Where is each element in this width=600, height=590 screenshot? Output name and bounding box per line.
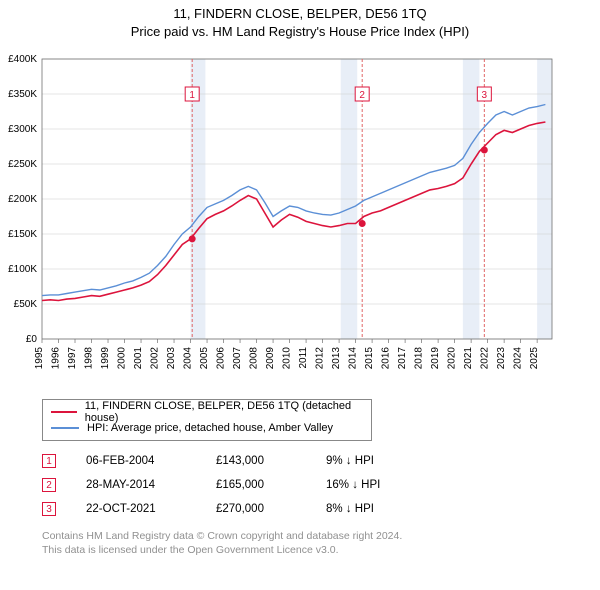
chart-titles: 11, FINDERN CLOSE, BELPER, DE56 1TQ Pric… — [0, 0, 600, 43]
svg-text:2011: 2011 — [298, 347, 309, 369]
svg-text:£300K: £300K — [8, 124, 37, 135]
svg-text:£200K: £200K — [8, 194, 37, 205]
svg-text:2014: 2014 — [348, 347, 359, 370]
sale-marker-icon: 3 — [42, 502, 56, 516]
svg-text:2002: 2002 — [150, 347, 161, 370]
sale-price: £143,000 — [216, 455, 326, 467]
legend-label: HPI: Average price, detached house, Ambe… — [87, 422, 333, 434]
svg-text:2000: 2000 — [117, 347, 128, 370]
svg-text:2021: 2021 — [463, 347, 474, 370]
svg-text:2016: 2016 — [381, 347, 392, 370]
sale-date: 22-OCT-2021 — [86, 503, 216, 515]
sale-marker-icon: 2 — [42, 478, 56, 492]
svg-text:1: 1 — [189, 90, 195, 101]
sale-price: £270,000 — [216, 503, 326, 515]
footer-line: This data is licensed under the Open Gov… — [42, 543, 600, 557]
svg-text:£50K: £50K — [14, 299, 38, 310]
svg-text:2025: 2025 — [529, 347, 540, 370]
sale-row: 2 28-MAY-2014 £165,000 16% ↓ HPI — [42, 473, 600, 497]
title-subtitle: Price paid vs. HM Land Registry's House … — [0, 24, 600, 39]
svg-text:2007: 2007 — [232, 347, 243, 370]
svg-text:2010: 2010 — [282, 347, 293, 370]
svg-text:2018: 2018 — [414, 347, 425, 370]
svg-text:2001: 2001 — [133, 347, 144, 370]
svg-text:1999: 1999 — [100, 347, 111, 370]
svg-text:1997: 1997 — [67, 347, 78, 370]
svg-text:1996: 1996 — [51, 347, 62, 370]
sales-table: 1 06-FEB-2004 £143,000 9% ↓ HPI 2 28-MAY… — [42, 449, 600, 521]
svg-text:3: 3 — [482, 90, 488, 101]
svg-text:2009: 2009 — [265, 347, 276, 370]
legend-swatch-hpi — [51, 427, 79, 429]
svg-text:2015: 2015 — [364, 347, 375, 370]
svg-text:£100K: £100K — [8, 264, 37, 275]
svg-text:2012: 2012 — [315, 347, 326, 370]
chart-legend: 11, FINDERN CLOSE, BELPER, DE56 1TQ (det… — [42, 399, 372, 441]
svg-text:2008: 2008 — [249, 347, 260, 370]
svg-text:2022: 2022 — [480, 347, 491, 370]
data-attribution: Contains HM Land Registry data © Crown c… — [42, 529, 600, 557]
svg-text:£0: £0 — [26, 334, 38, 345]
price-chart: £0 £50K £100K £150K £200K £250K £300K £350K £400… — [0, 49, 560, 389]
svg-text:2006: 2006 — [216, 347, 227, 370]
svg-text:£250K: £250K — [8, 159, 37, 170]
svg-text:2017: 2017 — [397, 347, 408, 370]
svg-text:1998: 1998 — [84, 347, 95, 370]
legend-row: HPI: Average price, detached house, Ambe… — [51, 420, 363, 436]
sale-date: 06-FEB-2004 — [86, 455, 216, 467]
svg-text:2003: 2003 — [166, 347, 177, 370]
svg-text:2: 2 — [359, 90, 365, 101]
svg-text:2019: 2019 — [430, 347, 441, 370]
svg-text:£350K: £350K — [8, 89, 37, 100]
svg-text:2005: 2005 — [199, 347, 210, 370]
legend-label: 11, FINDERN CLOSE, BELPER, DE56 1TQ (det… — [85, 400, 363, 424]
sale-row: 1 06-FEB-2004 £143,000 9% ↓ HPI — [42, 449, 600, 473]
sale-date: 28-MAY-2014 — [86, 479, 216, 491]
svg-text:2004: 2004 — [183, 347, 194, 370]
sale-price: £165,000 — [216, 479, 326, 491]
svg-text:£400K: £400K — [8, 54, 37, 65]
svg-text:2023: 2023 — [496, 347, 507, 370]
legend-swatch-property — [51, 411, 77, 413]
sale-marker-icon: 1 — [42, 454, 56, 468]
svg-text:2020: 2020 — [447, 347, 458, 370]
svg-text:2024: 2024 — [513, 347, 524, 370]
footer-line: Contains HM Land Registry data © Crown c… — [42, 529, 600, 543]
title-address: 11, FINDERN CLOSE, BELPER, DE56 1TQ — [0, 6, 600, 21]
legend-row: 11, FINDERN CLOSE, BELPER, DE56 1TQ (det… — [51, 404, 363, 420]
sale-diff: 8% ↓ HPI — [326, 503, 426, 515]
sale-row: 3 22-OCT-2021 £270,000 8% ↓ HPI — [42, 497, 600, 521]
svg-text:£150K: £150K — [8, 229, 37, 240]
sale-diff: 16% ↓ HPI — [326, 479, 426, 491]
sale-diff: 9% ↓ HPI — [326, 455, 426, 467]
svg-text:1995: 1995 — [34, 347, 45, 370]
svg-text:2013: 2013 — [331, 347, 342, 370]
